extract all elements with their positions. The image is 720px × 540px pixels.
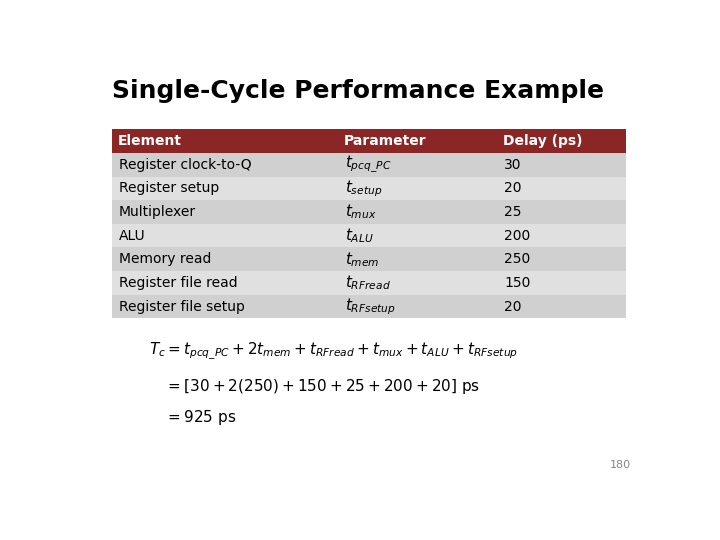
Text: $T_c = t_{pcq\_PC} + 2t_{mem} + t_{RFread} + t_{mux} + t_{ALU} + t_{RFsetup}$: $T_c = t_{pcq\_PC} + 2t_{mem} + t_{RFrea… bbox=[148, 341, 518, 362]
Text: $t_{RFread}$: $t_{RFread}$ bbox=[345, 274, 391, 292]
Bar bbox=[112, 224, 338, 247]
Bar bbox=[498, 129, 626, 153]
Bar bbox=[498, 224, 626, 247]
Text: $t_{mem}$: $t_{mem}$ bbox=[345, 250, 379, 269]
Text: 250: 250 bbox=[504, 252, 531, 266]
Bar bbox=[498, 271, 626, 295]
Text: 180: 180 bbox=[610, 460, 631, 470]
Bar bbox=[338, 271, 498, 295]
Bar bbox=[498, 295, 626, 319]
Text: Delay (ps): Delay (ps) bbox=[503, 134, 582, 148]
Bar bbox=[338, 295, 498, 319]
Text: $t_{mux}$: $t_{mux}$ bbox=[345, 202, 377, 221]
Bar bbox=[498, 247, 626, 271]
Text: 150: 150 bbox=[504, 276, 531, 290]
Text: $t_{RFsetup}$: $t_{RFsetup}$ bbox=[345, 296, 396, 317]
Bar bbox=[338, 153, 498, 177]
Bar bbox=[338, 200, 498, 224]
Text: 20: 20 bbox=[504, 300, 521, 314]
Bar bbox=[338, 177, 498, 200]
Text: $t_{setup}$: $t_{setup}$ bbox=[345, 178, 382, 199]
Text: $t_{ALU}$: $t_{ALU}$ bbox=[345, 226, 374, 245]
Text: Register clock-to-Q: Register clock-to-Q bbox=[119, 158, 252, 172]
Bar bbox=[338, 129, 498, 153]
Text: Register file read: Register file read bbox=[119, 276, 238, 290]
Text: Multiplexer: Multiplexer bbox=[119, 205, 196, 219]
Text: Register setup: Register setup bbox=[119, 181, 220, 195]
Bar bbox=[498, 153, 626, 177]
Text: Register file setup: Register file setup bbox=[119, 300, 245, 314]
Bar bbox=[112, 129, 338, 153]
Text: 25: 25 bbox=[504, 205, 521, 219]
Text: 200: 200 bbox=[504, 228, 531, 242]
Text: 20: 20 bbox=[504, 181, 521, 195]
Bar bbox=[498, 200, 626, 224]
Text: Element: Element bbox=[118, 134, 182, 148]
Text: Memory read: Memory read bbox=[119, 252, 212, 266]
Bar bbox=[112, 177, 338, 200]
Bar bbox=[112, 271, 338, 295]
Bar bbox=[112, 247, 338, 271]
Text: $t_{pcq\_PC}$: $t_{pcq\_PC}$ bbox=[345, 154, 392, 175]
Bar bbox=[498, 177, 626, 200]
Text: $= [30 + 2(250) + 150 + 25 + 200 + 20]\ \mathrm{ps}$: $= [30 + 2(250) + 150 + 25 + 200 + 20]\ … bbox=[166, 377, 480, 396]
Text: 30: 30 bbox=[504, 158, 521, 172]
Text: $= 925\ \mathrm{ps}$: $= 925\ \mathrm{ps}$ bbox=[166, 408, 237, 427]
Text: Single-Cycle Performance Example: Single-Cycle Performance Example bbox=[112, 79, 604, 103]
Bar bbox=[112, 200, 338, 224]
Text: Parameter: Parameter bbox=[343, 134, 426, 148]
Bar bbox=[338, 224, 498, 247]
Text: ALU: ALU bbox=[119, 228, 145, 242]
Bar bbox=[112, 295, 338, 319]
Bar bbox=[338, 247, 498, 271]
Bar bbox=[112, 153, 338, 177]
